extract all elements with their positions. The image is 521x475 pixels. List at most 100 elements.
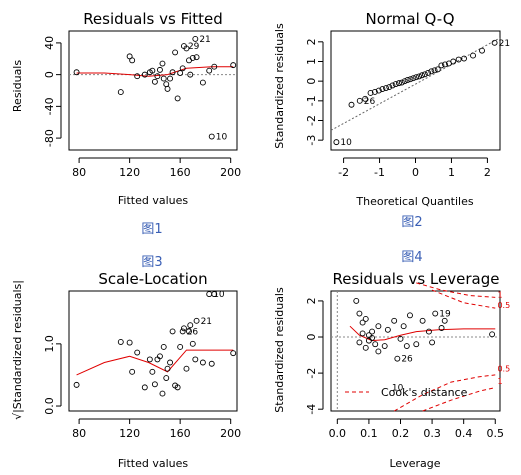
x-tick-label: 200 [220, 166, 241, 179]
data-point [154, 73, 161, 80]
data-point [441, 317, 448, 324]
y-tick-label: 1.0 [43, 335, 56, 353]
data-point [362, 95, 369, 102]
data-point [156, 66, 163, 73]
smoother-line [349, 325, 496, 342]
panel-normal-qq: Normal Q-Q Theoretical Quantiles Standar… [273, 10, 510, 208]
data-point [160, 75, 167, 82]
data-point [126, 339, 133, 346]
data-point [356, 310, 363, 317]
y-tick-label: -2 [305, 115, 318, 126]
data-point [398, 79, 405, 86]
data-point [419, 72, 425, 79]
data-point [151, 381, 158, 388]
data-point [369, 328, 376, 335]
data-point [189, 55, 196, 61]
x-tick-label: 0 [412, 166, 419, 179]
y-tick-label: -1 [305, 95, 318, 106]
x-tick-label: 0.2 [392, 427, 410, 440]
caption-figure-4: 图4 [401, 250, 422, 265]
data-point [461, 55, 467, 62]
chart-title: Scale-Location [98, 270, 207, 288]
x-tick-label: 0.3 [423, 427, 441, 440]
data-point [403, 343, 410, 349]
data-point [156, 353, 163, 360]
smoother-line [76, 349, 234, 376]
data-point [442, 61, 448, 68]
point-label: 26 [187, 327, 199, 337]
y-tick-label: -80 [43, 129, 56, 147]
x-tick-label: 200 [220, 427, 241, 440]
plot-frame [68, 30, 238, 151]
data-point [429, 339, 436, 346]
data-point [479, 47, 485, 54]
caption-figure-3: 图3 [141, 255, 162, 270]
data-point [230, 62, 237, 69]
cooks-distance-contour-label: 1 [497, 377, 502, 386]
data-point [432, 310, 439, 317]
data-point [379, 86, 386, 92]
legend-label: Cook's distance [381, 386, 468, 399]
data-point [163, 375, 170, 381]
data-point [159, 390, 166, 397]
data-point [419, 317, 426, 324]
point-label: 10 [392, 384, 404, 394]
data-point [151, 78, 158, 85]
data-point [438, 325, 445, 331]
data-point [394, 355, 401, 362]
plot-frame [330, 30, 501, 151]
data-point [163, 81, 170, 88]
data-point [206, 67, 213, 74]
x-tick-label: 1 [448, 166, 455, 179]
x-tick-label: 0.0 [329, 427, 347, 440]
data-point [164, 365, 171, 372]
data-point [375, 348, 382, 355]
y-axis-label: √|Standardized residuals| [11, 280, 24, 420]
data-point [169, 328, 176, 335]
data-point [183, 365, 190, 372]
point-label: 10 [213, 290, 225, 300]
data-point [371, 89, 378, 95]
point-label: 26 [364, 97, 376, 107]
y-axis-label: Standardized residuals [273, 287, 286, 413]
point-label: 21 [199, 35, 210, 45]
data-point [410, 75, 417, 82]
data-point [174, 384, 181, 391]
data-point [160, 344, 167, 350]
x-tick-label: 0.4 [455, 427, 473, 440]
data-point [450, 58, 457, 65]
x-tick-label: 2 [484, 166, 491, 179]
data-point [167, 75, 174, 82]
panel-scale-location: Scale-Location Fitted values √|Standardi… [11, 270, 241, 470]
y-tick-label: -4 [305, 404, 318, 415]
plot-frame [330, 290, 501, 412]
data-point [211, 63, 218, 70]
panel-residuals-vs-leverage: Residuals vs Leverage Leverage Standardi… [273, 270, 510, 470]
cooks-distance-contour [422, 387, 496, 412]
smoother-line [76, 66, 234, 77]
data-point [193, 317, 200, 324]
data-point [187, 322, 194, 329]
data-point [192, 35, 199, 42]
data-point [172, 49, 179, 56]
x-tick-label: -1 [374, 166, 385, 179]
data-point [353, 297, 360, 304]
data-point [73, 69, 80, 76]
y-tick-label: 1 [305, 58, 318, 65]
x-tick-label: 0.1 [360, 427, 378, 440]
data-point [397, 335, 404, 342]
data-point [384, 326, 391, 333]
x-tick-label: 80 [72, 427, 86, 440]
data-point [362, 344, 369, 351]
data-point [369, 334, 376, 341]
data-point [177, 344, 184, 350]
qq-reference-line [330, 37, 501, 131]
data-point [431, 67, 438, 74]
data-point [386, 84, 393, 91]
data-point [367, 90, 374, 96]
data-point [489, 331, 496, 338]
data-point [455, 56, 462, 63]
data-point [356, 339, 363, 346]
data-point [141, 384, 148, 391]
cooks-distance-contour [393, 374, 496, 412]
